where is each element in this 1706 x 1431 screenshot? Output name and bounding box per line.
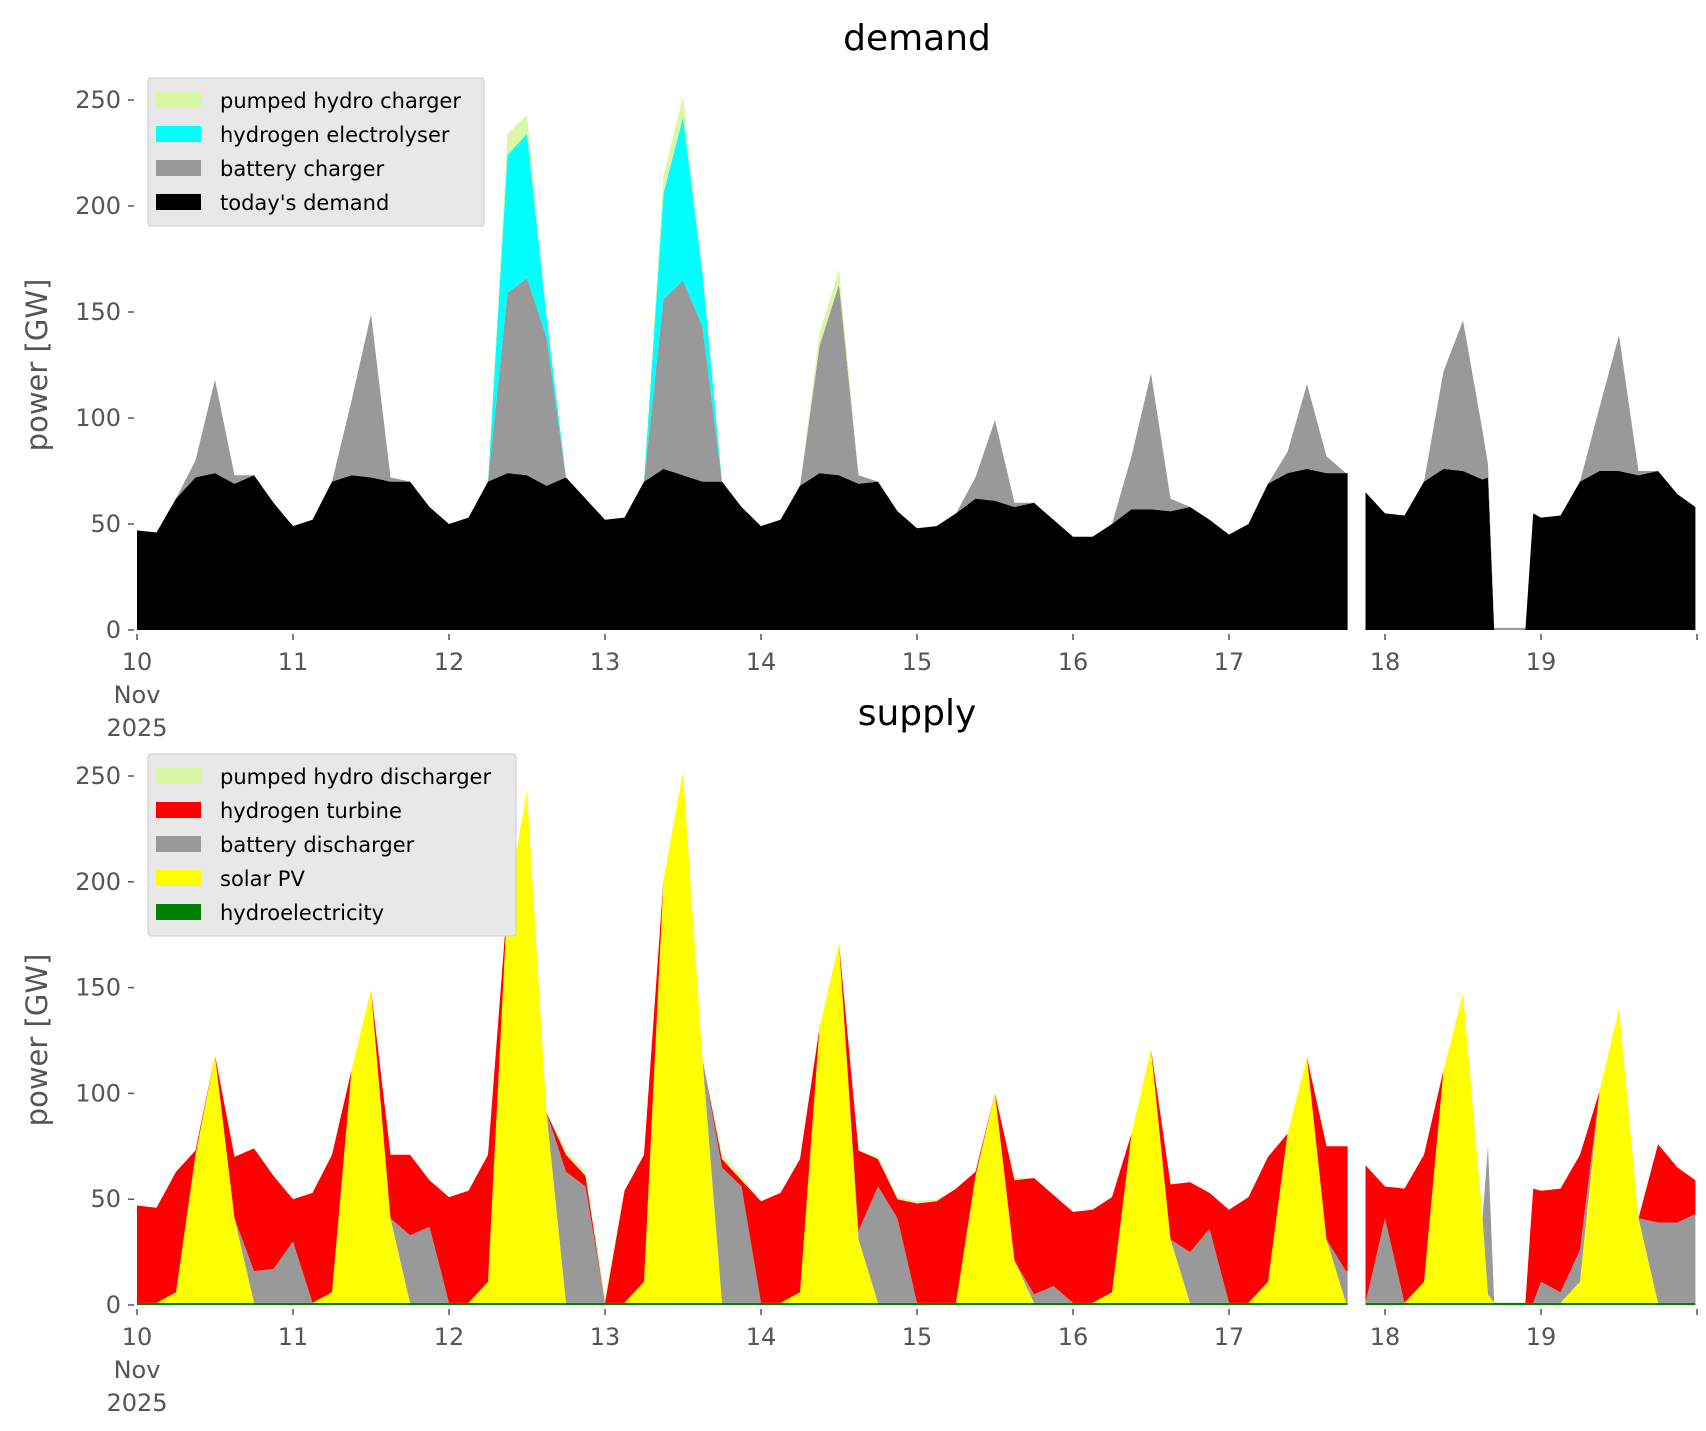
demand-ytick-label: 200 bbox=[75, 192, 121, 220]
demand-ytick-label: 250 bbox=[75, 86, 121, 114]
supply-ytick-label: 50 bbox=[90, 1185, 121, 1213]
demand-legend-label-battery-charger: battery charger bbox=[220, 157, 385, 181]
supply-legend-swatch-hydroelectricity bbox=[156, 904, 201, 920]
demand-xtick-label: 15 bbox=[902, 648, 933, 676]
supply-area-battery-discharger-seg0 bbox=[137, 771, 1348, 1303]
demand-legend-swatch-hydrogen-electrolyser bbox=[156, 126, 201, 142]
demand-ytick-label: 0 bbox=[106, 616, 121, 644]
supply-xtick-label: Nov bbox=[114, 1356, 161, 1384]
demand-xtick-label: 19 bbox=[1526, 648, 1557, 676]
demand-xtick-label: 18 bbox=[1370, 648, 1401, 676]
supply-legend-label-pumped-hydro-discharger: pumped hydro discharger bbox=[220, 765, 491, 789]
demand-area-battery-charger-seg0 bbox=[137, 278, 1348, 537]
supply-legend-label-hydroelectricity: hydroelectricity bbox=[220, 901, 384, 925]
demand-area-today-s-demand-seg1 bbox=[1365, 468, 1696, 630]
supply-ytick-label: 0 bbox=[106, 1291, 121, 1319]
supply-ytick-label: 100 bbox=[75, 1079, 121, 1107]
demand-xtick-label: Nov bbox=[114, 681, 161, 709]
demand-yticks: 0 50 100 150 200 250 bbox=[75, 86, 134, 644]
supply-xtick-label: 19 bbox=[1526, 1323, 1557, 1351]
supply-ytick-label: 150 bbox=[75, 974, 121, 1002]
demand-xticks: 10 Nov 2025 11 12 13 14 15 16 17 18 19 bbox=[106, 634, 1698, 742]
supply-legend-label-hydrogen-turbine: hydrogen turbine bbox=[220, 799, 402, 823]
demand-area-battery-charger-seg1 bbox=[1365, 320, 1696, 630]
demand-ytick-label: 50 bbox=[90, 510, 121, 538]
demand-xtick-label: 17 bbox=[1214, 648, 1245, 676]
supply-legend-frame bbox=[147, 753, 517, 937]
demand-areas bbox=[137, 95, 1696, 630]
demand-legend-swatch-today-s-demand bbox=[156, 194, 201, 210]
demand-title: demand bbox=[843, 18, 991, 59]
demand-ylabel: power [GW] bbox=[20, 279, 54, 452]
supply-ytick-label: 250 bbox=[75, 762, 121, 790]
supply-area-hydroelectricity-seg1 bbox=[1365, 1302, 1696, 1305]
demand-legend-label-hydrogen-electrolyser: hydrogen electrolyser bbox=[220, 123, 450, 147]
supply-xtick-label: 2025 bbox=[106, 1389, 167, 1417]
supply-xtick-label: 15 bbox=[902, 1323, 933, 1351]
supply-legend-label-solar-pv: solar PV bbox=[220, 867, 305, 891]
supply-yticks: 0 50 100 150 200 250 bbox=[75, 762, 134, 1319]
supply-xtick-label: 13 bbox=[590, 1323, 621, 1351]
demand-xtick-label: 10 bbox=[122, 648, 153, 676]
demand-legend-frame bbox=[147, 77, 485, 227]
demand-xtick-label: 13 bbox=[590, 648, 621, 676]
supply-legend-label-battery-discharger: battery discharger bbox=[220, 833, 415, 857]
demand-xtick-label: 16 bbox=[1058, 648, 1089, 676]
supply-xtick-label: 14 bbox=[746, 1323, 777, 1351]
supply-xtick-label: 12 bbox=[434, 1323, 465, 1351]
supply-area-hydrogen-turbine-seg1 bbox=[1365, 993, 1696, 1303]
supply-legend-swatch-battery-discharger bbox=[156, 836, 201, 852]
supply-area-solar-pv-seg1 bbox=[1365, 993, 1696, 1303]
supply-area-hydroelectricity-seg0 bbox=[137, 1302, 1348, 1305]
supply-xtick-label: 17 bbox=[1214, 1323, 1245, 1351]
demand-xtick-label: 12 bbox=[434, 648, 465, 676]
supply-legend-swatch-hydrogen-turbine bbox=[156, 802, 201, 818]
supply-ylabel: power [GW] bbox=[20, 954, 54, 1127]
supply-ytick-label: 200 bbox=[75, 868, 121, 896]
supply-legend: pumped hydro discharger hydrogen turbine b… bbox=[147, 753, 517, 937]
demand-ytick-label: 150 bbox=[75, 298, 121, 326]
demand-legend-label-pumped-hydro-charger: pumped hydro charger bbox=[220, 89, 461, 113]
supply-xtick-label: 16 bbox=[1058, 1323, 1089, 1351]
supply-panel: supply power [GW] 0 50 100 150 200 250 10 Nov 2… bbox=[20, 693, 1698, 1417]
demand-area-today-s-demand-seg0 bbox=[137, 468, 1348, 630]
supply-xtick-label: 10 bbox=[122, 1323, 153, 1351]
supply-legend-swatch-solar-pv bbox=[156, 870, 201, 886]
demand-xtick-label: 2025 bbox=[106, 714, 167, 742]
supply-title: supply bbox=[858, 693, 977, 734]
demand-panel: demand power [GW] 0 50 100 150 200 250 10 Nov 2… bbox=[20, 18, 1698, 742]
demand-ytick-label: 100 bbox=[75, 404, 121, 432]
supply-xtick-label: 18 bbox=[1370, 1323, 1401, 1351]
supply-xtick-label: 11 bbox=[278, 1323, 309, 1351]
demand-legend-swatch-pumped-hydro-charger bbox=[156, 92, 201, 108]
supply-legend-swatch-pumped-hydro-discharger bbox=[156, 768, 201, 784]
supply-area-battery-discharger-seg1 bbox=[1365, 993, 1696, 1303]
demand-legend-swatch-battery-charger bbox=[156, 160, 201, 176]
demand-xtick-label: 14 bbox=[746, 648, 777, 676]
supply-xticks: 10 Nov 2025 11 12 13 14 15 16 17 18 19 bbox=[106, 1309, 1698, 1417]
demand-legend-label-today-s-demand: today's demand bbox=[220, 191, 389, 215]
demand-xtick-label: 11 bbox=[278, 648, 309, 676]
supply-areas bbox=[137, 771, 1696, 1305]
demand-legend: pumped hydro charger hydrogen electrolyse… bbox=[147, 77, 485, 227]
supply-area-hydrogen-turbine-seg0 bbox=[137, 771, 1348, 1303]
